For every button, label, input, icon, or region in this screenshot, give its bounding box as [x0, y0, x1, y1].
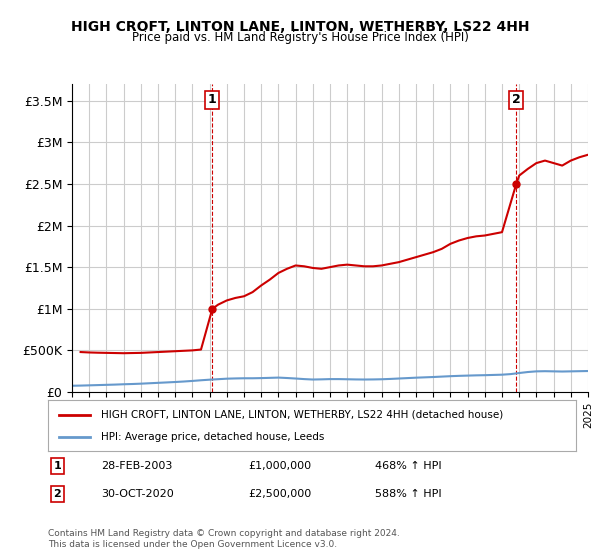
Text: 588% ↑ HPI: 588% ↑ HPI: [376, 489, 442, 499]
Text: HIGH CROFT, LINTON LANE, LINTON, WETHERBY, LS22 4HH: HIGH CROFT, LINTON LANE, LINTON, WETHERB…: [71, 20, 529, 34]
Text: £1,000,000: £1,000,000: [248, 461, 312, 471]
Text: 2: 2: [53, 489, 61, 499]
Text: 28-FEB-2003: 28-FEB-2003: [101, 461, 172, 471]
Text: 30-OCT-2020: 30-OCT-2020: [101, 489, 173, 499]
Text: 2: 2: [512, 93, 521, 106]
Text: Price paid vs. HM Land Registry's House Price Index (HPI): Price paid vs. HM Land Registry's House …: [131, 31, 469, 44]
Text: HIGH CROFT, LINTON LANE, LINTON, WETHERBY, LS22 4HH (detached house): HIGH CROFT, LINTON LANE, LINTON, WETHERB…: [101, 409, 503, 419]
Text: 468% ↑ HPI: 468% ↑ HPI: [376, 461, 442, 471]
Text: 1: 1: [53, 461, 61, 471]
Text: HPI: Average price, detached house, Leeds: HPI: Average price, detached house, Leed…: [101, 432, 324, 442]
Text: Contains HM Land Registry data © Crown copyright and database right 2024.
This d: Contains HM Land Registry data © Crown c…: [48, 529, 400, 549]
Text: £2,500,000: £2,500,000: [248, 489, 312, 499]
Text: 1: 1: [208, 93, 217, 106]
